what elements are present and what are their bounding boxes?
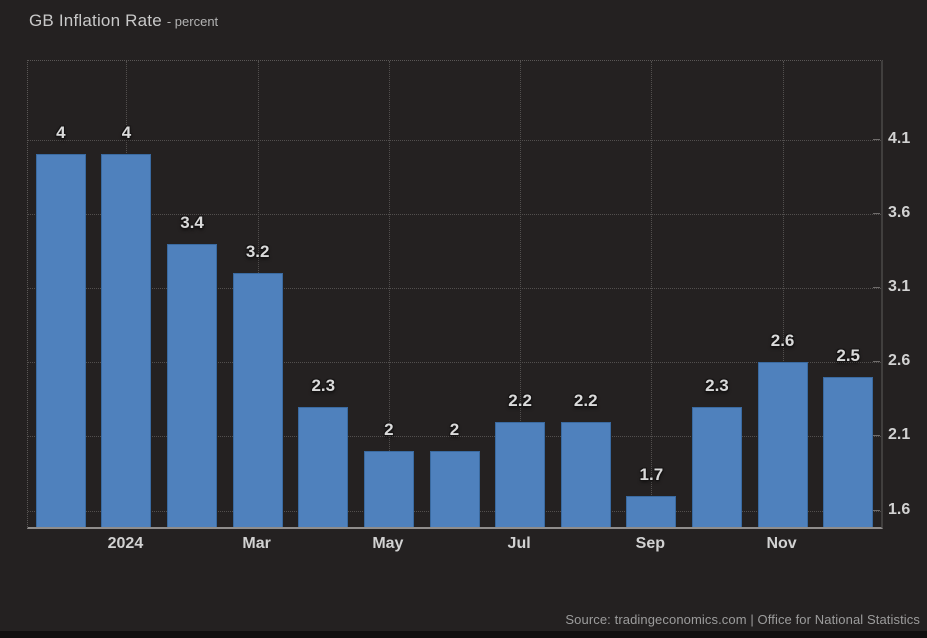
bar-value-label: 1.7 [639,464,664,484]
x-axis-tick-label: Nov [766,535,797,552]
y-axis-tick-label: 3.6 [888,203,911,221]
grid-line-horizontal [28,139,881,141]
x-axis-tick-label: 2024 [107,535,144,552]
bar[interactable] [232,273,283,527]
grid-line-horizontal [28,362,881,364]
grid-line-vertical [520,61,522,527]
bar[interactable] [495,421,546,527]
grid-line-vertical [388,61,390,527]
y-axis-tick-label: 2.1 [888,426,911,444]
bar-value-label: 4 [121,123,132,143]
y-axis-tick-label: 1.6 [888,500,911,518]
bar[interactable] [35,154,86,527]
bar-value-label: 2 [384,420,394,440]
bar[interactable] [167,243,218,527]
bar-value-label: 2.3 [705,375,729,395]
bar[interactable] [429,451,480,527]
bar-value-label: 2.2 [508,390,532,410]
bottom-edge-strip [0,631,927,638]
y-axis-tick-label: 3.1 [888,278,911,296]
bar[interactable] [298,406,349,527]
y-axis-tick-mark [873,287,880,289]
bar[interactable] [560,421,611,527]
y-axis-tick-mark [873,509,880,511]
chart-title-unit-suffix: - percent [166,14,219,29]
bar[interactable] [363,451,414,527]
bar-value-label: 4 [56,123,66,143]
bar-value-label: 2.2 [573,390,598,410]
grid-line-vertical [651,61,653,527]
x-axis-tick-label: May [372,535,404,552]
bar-value-label: 3.2 [245,242,270,262]
chart-title: GB Inflation Rate - percent [29,11,218,31]
y-axis-tick-mark [873,212,880,214]
x-axis-tick-label: Sep [635,535,666,552]
bar-value-label: 2 [449,420,460,440]
y-axis-tick-label: 4.1 [888,129,911,147]
x-axis-tick-label: Mar [242,535,271,552]
x-axis-tick-label: Jul [507,535,531,552]
bar-value-label: 2.3 [311,375,336,395]
y-axis-tick-mark [873,361,880,363]
y-axis-tick-mark [873,435,880,437]
grid-line-horizontal [28,436,881,438]
bar-value-label: 3.4 [180,212,204,232]
chart-title-text: GB Inflation Rate [29,11,162,30]
bar[interactable] [101,154,152,527]
grid-line-horizontal [28,288,881,290]
y-axis-tick-label: 2.6 [888,352,911,370]
bar[interactable] [757,362,808,527]
y-axis-tick-mark [873,138,880,140]
bar[interactable] [691,406,742,527]
bar[interactable] [626,495,677,527]
grid-line-vertical [782,61,784,527]
bar[interactable] [823,377,874,527]
bar-value-label: 2.5 [836,346,861,366]
bar-value-label: 2.6 [770,331,795,351]
source-attribution: Source: tradingeconomics.com | Office fo… [565,612,920,627]
grid-line-horizontal [28,213,881,215]
plot-area: 4 4 3.4 3.2 2.3 2 2 2.2 2.2 1.7 2.3 2.6 2.5 [27,60,883,529]
